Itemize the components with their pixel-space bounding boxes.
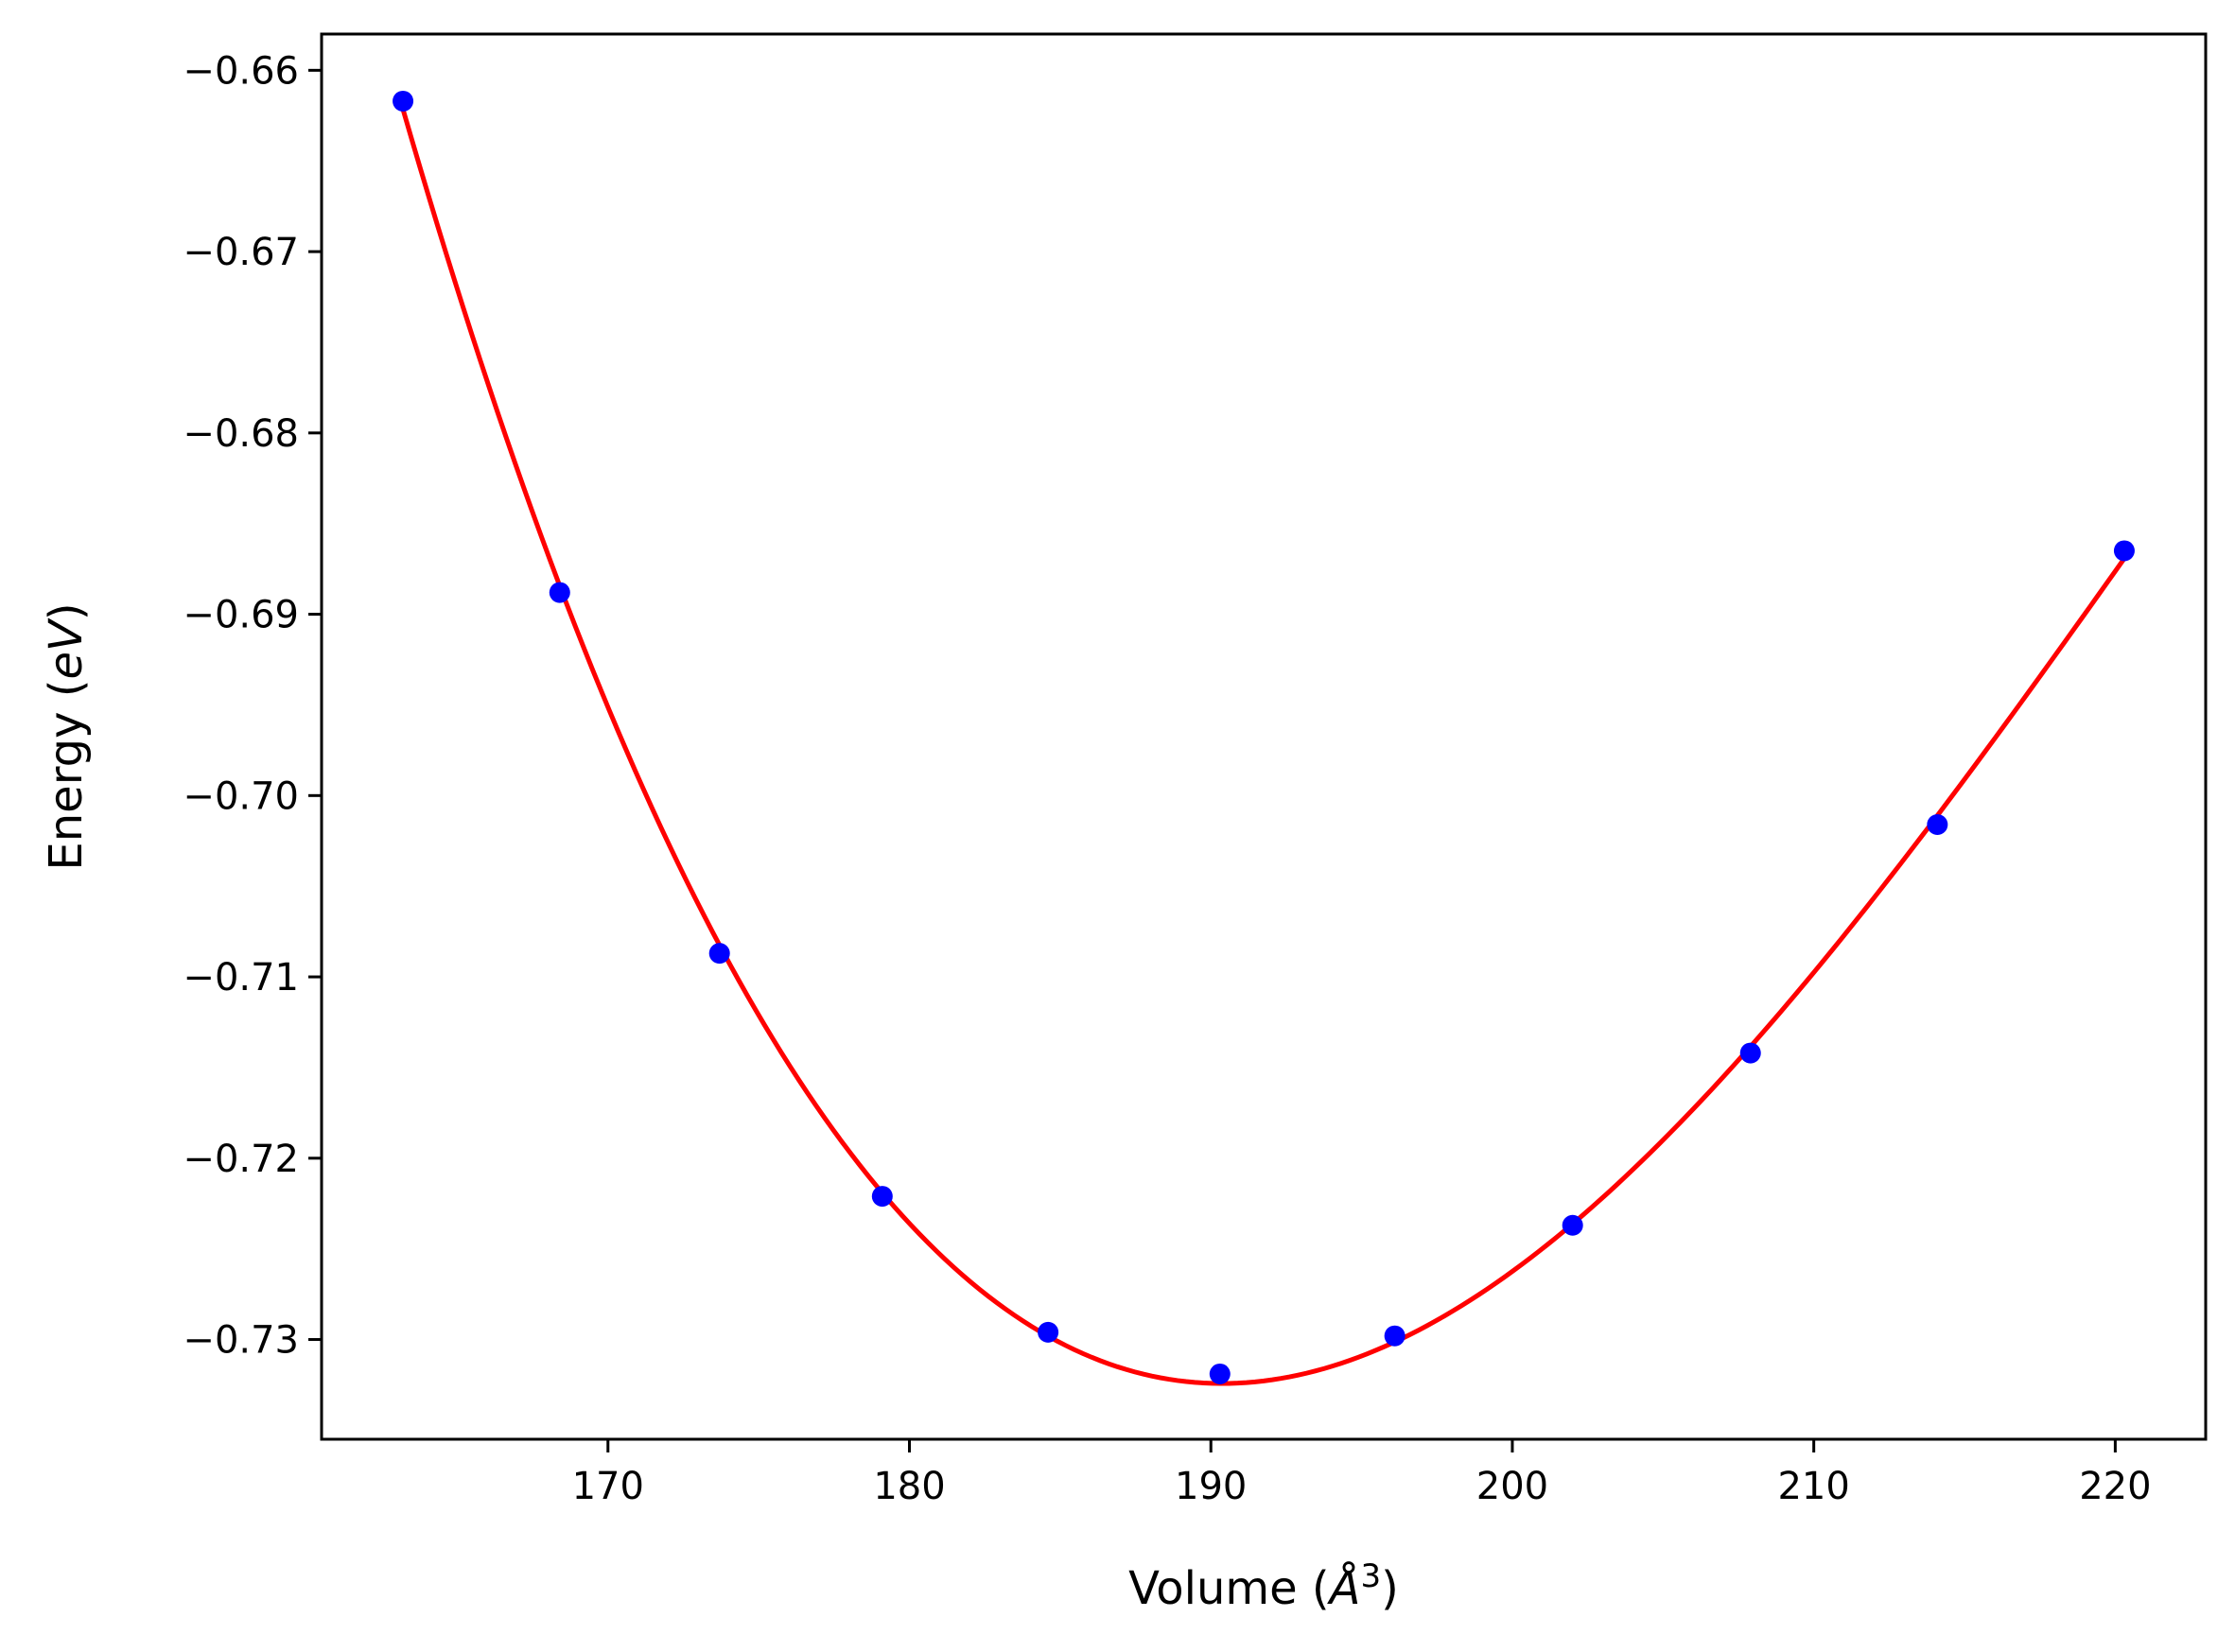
data-point	[871, 1186, 893, 1208]
x-axis-ticks: 170 180 190 200 210 220	[572, 1439, 2152, 1508]
fit-curve-line	[400, 108, 2126, 1386]
data-point	[708, 943, 730, 965]
data-point	[1384, 1325, 1406, 1347]
x-tick-label: 210	[1777, 1465, 1849, 1508]
data-points-layer	[393, 90, 2135, 1384]
y-tick-label: −0.66	[183, 49, 299, 93]
y-tick-label: −0.69	[183, 594, 299, 637]
y-axis-ticks: −0.66 −0.67 −0.68 −0.69 −0.70 −0.71 −0.72 −0.73	[183, 49, 322, 1363]
x-tick-label: 200	[1476, 1465, 1548, 1508]
data-point	[2113, 540, 2135, 562]
data-point	[1038, 1321, 1059, 1343]
x-tick-label: 190	[1175, 1465, 1247, 1508]
y-tick-label: −0.68	[183, 412, 299, 456]
x-tick-label: 220	[2079, 1465, 2151, 1508]
fit-curve-layer	[400, 108, 2126, 1386]
data-point	[549, 582, 570, 603]
x-axis-label: Volume (Å3)	[1128, 1557, 1399, 1615]
y-axis-label: Energy (eV)	[40, 602, 93, 870]
data-point	[1927, 813, 1948, 835]
y-tick-label: −0.71	[183, 956, 299, 1000]
x-tick-label: 180	[873, 1465, 945, 1508]
data-point	[1562, 1214, 1583, 1236]
plot-frame	[320, 32, 2208, 1441]
y-tick-label: −0.67	[183, 231, 299, 274]
x-tick-label: 170	[572, 1465, 644, 1508]
data-point	[1209, 1363, 1231, 1384]
data-point	[393, 90, 414, 112]
y-tick-label: −0.73	[183, 1319, 299, 1363]
data-point	[1739, 1042, 1761, 1064]
y-tick-label: −0.70	[183, 774, 299, 818]
y-tick-label: −0.72	[183, 1138, 299, 1181]
